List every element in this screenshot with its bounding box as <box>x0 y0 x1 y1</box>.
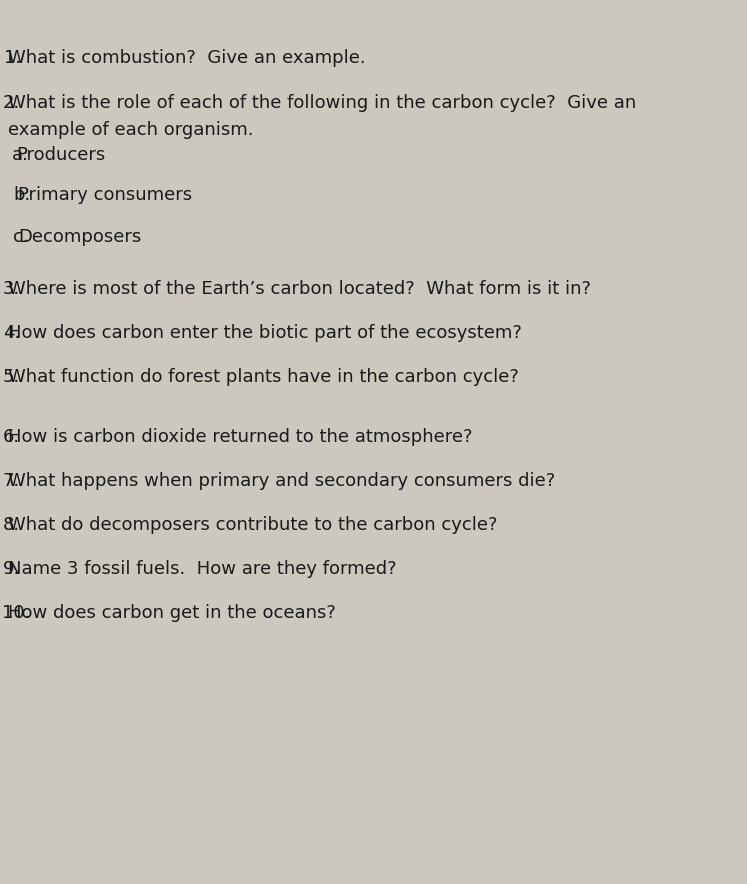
Text: Primary consumers: Primary consumers <box>18 186 192 204</box>
Text: Where is most of the Earth’s carbon located?  What form is it in?: Where is most of the Earth’s carbon loca… <box>8 280 592 298</box>
Text: 1.: 1. <box>4 49 21 67</box>
Text: What function do forest plants have in the carbon cycle?: What function do forest plants have in t… <box>8 368 519 386</box>
Text: Producers: Producers <box>16 146 105 164</box>
Text: How does carbon get in the oceans?: How does carbon get in the oceans? <box>8 604 336 622</box>
Text: 2.: 2. <box>3 94 20 112</box>
Text: Decomposers: Decomposers <box>18 228 141 246</box>
Text: 8.: 8. <box>3 516 20 534</box>
Text: 7.: 7. <box>3 472 20 490</box>
Text: 9.: 9. <box>3 560 20 578</box>
Text: What is combustion?  Give an example.: What is combustion? Give an example. <box>8 49 366 67</box>
Text: What happens when primary and secondary consumers die?: What happens when primary and secondary … <box>8 472 556 490</box>
Text: What is the role of each of the following in the carbon cycle?  Give an: What is the role of each of the followin… <box>8 94 636 112</box>
Text: b.: b. <box>13 186 30 204</box>
Text: c.: c. <box>13 228 28 246</box>
Text: 10.: 10. <box>1 604 30 622</box>
Text: 3.: 3. <box>3 280 20 298</box>
Text: 6.: 6. <box>3 428 20 446</box>
Text: example of each organism.: example of each organism. <box>8 121 254 139</box>
Text: Name 3 fossil fuels.  How are they formed?: Name 3 fossil fuels. How are they formed… <box>8 560 397 578</box>
Text: 4.: 4. <box>3 324 20 342</box>
Text: 5.: 5. <box>3 368 20 386</box>
Text: a.: a. <box>11 146 28 164</box>
Text: How does carbon enter the biotic part of the ecosystem?: How does carbon enter the biotic part of… <box>8 324 522 342</box>
Text: What do decomposers contribute to the carbon cycle?: What do decomposers contribute to the ca… <box>8 516 498 534</box>
Text: How is carbon dioxide returned to the atmosphere?: How is carbon dioxide returned to the at… <box>8 428 473 446</box>
